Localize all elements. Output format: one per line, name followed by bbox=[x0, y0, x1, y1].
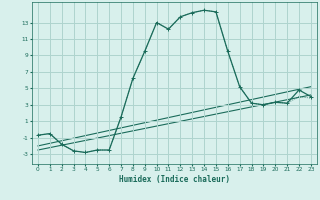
X-axis label: Humidex (Indice chaleur): Humidex (Indice chaleur) bbox=[119, 175, 230, 184]
